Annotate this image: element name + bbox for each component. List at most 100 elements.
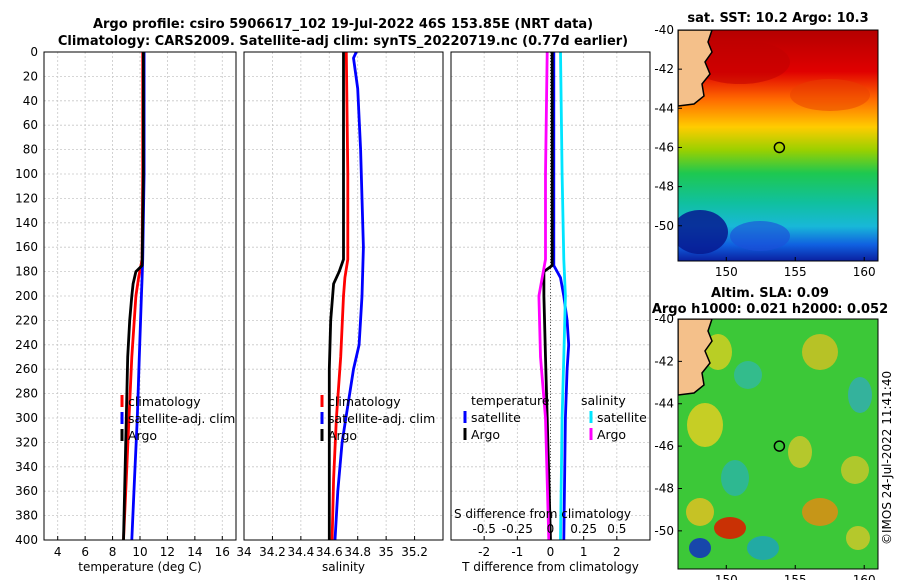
- secondary-tick-label: -0.25: [502, 522, 533, 536]
- legend-label: satellite: [597, 410, 647, 425]
- legend-label: climatology: [328, 394, 401, 409]
- figure-title-line1: Argo profile: csiro 5906617_102 19-Jul-2…: [93, 17, 593, 32]
- depth-tick-label: 40: [23, 94, 38, 108]
- sla-low-patch: [689, 538, 711, 558]
- depth-tick-label: 140: [15, 216, 38, 230]
- legend-heading-salinity: salinity: [581, 393, 626, 408]
- series-line-climatology: [330, 51, 350, 541]
- plot-frame: [243, 51, 444, 541]
- sst-cold-patch: [678, 210, 728, 254]
- map-y-tick-label: -40: [654, 312, 674, 326]
- series-line-t-argo: [542, 52, 554, 541]
- x-tick-label: -2: [478, 545, 490, 559]
- map-x-tick-label: 160: [853, 573, 876, 580]
- depth-tick-label: 300: [15, 411, 38, 425]
- map-x-tick-label: 150: [715, 265, 738, 279]
- secondary-tick-label: -0.5: [472, 522, 495, 536]
- x-tick-label: 1: [580, 545, 588, 559]
- map-y-tick-label: -42: [654, 354, 674, 368]
- sla-map-title-line2: Argo h1000: 0.021 h2000: 0.052: [652, 302, 888, 317]
- secondary-axis-label: S difference from climatology: [454, 507, 631, 521]
- sst-warm-patch: [690, 40, 790, 84]
- sla-high-patch: [687, 403, 723, 447]
- depth-tick-label: 60: [23, 118, 38, 132]
- sst-warm-patch: [790, 79, 870, 111]
- depth-tick-label: 220: [15, 313, 38, 327]
- argo-location-marker: [773, 141, 786, 154]
- sla-map-frame: [677, 318, 879, 570]
- depth-tick-label: 380: [15, 509, 38, 523]
- sst-map-frame: [677, 29, 879, 262]
- secondary-tick-label: 0.25: [570, 522, 597, 536]
- sst-map-title: sat. SST: 10.2 Argo: 10.3: [687, 11, 868, 26]
- secondary-tick-label: 0.5: [607, 522, 626, 536]
- map-y-tick-label: -44: [654, 101, 674, 115]
- depth-tick-label: 320: [15, 435, 38, 449]
- sst-map-panel: sat. SST: 10.2 Argo: 10.3 150 155 160 -40 -4…: [654, 11, 879, 279]
- x-tick-label: 2: [613, 545, 621, 559]
- sla-high-patch: [788, 436, 812, 468]
- legend-label: Argo: [328, 428, 357, 443]
- sla-high-patch: [802, 498, 838, 526]
- sla-map-panel: Altim. SLA: 0.09 Argo h1000: 0.021 h2000…: [652, 286, 888, 580]
- sla-low-patch: [848, 377, 872, 413]
- legend-label: satellite-adj. clim: [128, 411, 235, 426]
- salinity-panel: 34 34.2 34.4 34.6 34.8 35 35.2 salinity climatol…: [236, 51, 444, 574]
- x-tick-label: 12: [160, 545, 175, 559]
- depth-tick-label: 120: [15, 191, 38, 205]
- sla-high-patch: [841, 456, 869, 484]
- depth-tick-label: 340: [15, 460, 38, 474]
- land-mass: [678, 319, 713, 396]
- legend-label: satellite-adj. clim: [328, 411, 435, 426]
- x-tick-label: -1: [511, 545, 523, 559]
- depth-tick-label: 0: [30, 45, 38, 59]
- map-y-tick-label: -48: [654, 481, 674, 495]
- sla-high-patch: [846, 526, 870, 550]
- x-axis-label: salinity: [322, 560, 365, 574]
- x-tick-label: 16: [215, 545, 230, 559]
- map-y-tick-label: -50: [654, 219, 674, 233]
- x-tick-label: 35.2: [401, 545, 428, 559]
- map-y-tick-label: -44: [654, 397, 674, 411]
- figure-title-line2: Climatology: CARS2009. Satellite-adj cli…: [58, 34, 628, 49]
- series-line-argo: [122, 52, 145, 541]
- map-y-tick-label: -46: [654, 140, 674, 154]
- depth-tick-label: 100: [15, 167, 38, 181]
- imos-timestamp: ©IMOS 24-Jul-2022 11:41:40: [880, 371, 894, 545]
- map-x-tick-label: 155: [784, 573, 807, 580]
- depth-tick-label: 360: [15, 484, 38, 498]
- sla-high-patch: [714, 517, 746, 539]
- x-tick-label: 34.8: [344, 545, 371, 559]
- x-tick-label: 14: [187, 545, 202, 559]
- sla-low-patch: [747, 536, 779, 560]
- legend-label: Argo: [597, 427, 626, 442]
- x-axis-label: temperature (deg C): [78, 560, 201, 574]
- series-line-argo: [327, 52, 345, 540]
- argo-location-marker: [773, 440, 786, 452]
- x-tick-label: 8: [109, 545, 117, 559]
- temperature-panel: 4 6 8 10 12 14 1602040608010012014016018020022…: [15, 45, 237, 574]
- land-mass: [678, 30, 713, 107]
- map-y-tick-label: -40: [654, 23, 674, 37]
- x-tick-label: 34.4: [287, 545, 314, 559]
- depth-tick-label: 20: [23, 69, 38, 83]
- x-tick-label: 34.6: [316, 545, 343, 559]
- map-y-tick-label: -46: [654, 439, 674, 453]
- sla-low-patch: [734, 361, 762, 389]
- depth-tick-label: 400: [15, 533, 38, 547]
- legend-label: Argo: [128, 428, 157, 443]
- depth-tick-label: 280: [15, 387, 38, 401]
- legend-label: climatology: [128, 394, 201, 409]
- series-line-satellite-adj-clim: [333, 51, 365, 541]
- depth-tick-label: 200: [15, 289, 38, 303]
- legend-label: Argo: [471, 427, 500, 442]
- x-tick-label: 34: [236, 545, 251, 559]
- map-y-tick-label: -48: [654, 180, 674, 194]
- x-tick-label: 35: [379, 545, 394, 559]
- legend-label: satellite: [471, 410, 521, 425]
- map-x-tick-label: 160: [853, 265, 876, 279]
- x-tick-label: 34.2: [259, 545, 286, 559]
- sst-map-axes: 150 155 160 -40 -42 -44 -46 -48 -50: [654, 23, 875, 279]
- sla-map-axes: 150 155 160 -40 -42 -44 -46 -48 -50: [654, 312, 875, 580]
